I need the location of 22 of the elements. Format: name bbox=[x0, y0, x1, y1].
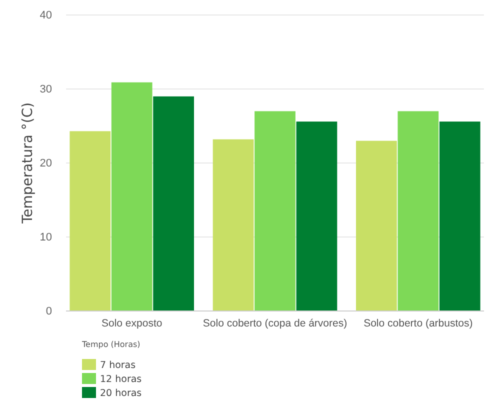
y-tick-label: 40 bbox=[40, 10, 52, 22]
y-tick-label: 30 bbox=[40, 84, 52, 96]
x-tick-label: Solo coberto (arbustos) bbox=[364, 317, 473, 330]
legend-label: 20 horas bbox=[100, 388, 142, 399]
y-tick-label: 10 bbox=[40, 232, 52, 244]
bar bbox=[398, 111, 439, 311]
bar bbox=[356, 140, 397, 311]
y-tick-label: 0 bbox=[46, 306, 52, 318]
y-axis-title: Temperatura °(C) bbox=[20, 102, 36, 225]
x-tick-label: Solo coberto (copa de árvores) bbox=[202, 317, 348, 330]
legend-label: 12 horas bbox=[100, 374, 142, 385]
y-tick-label: 20 bbox=[40, 158, 52, 170]
legend-label: 7 horas bbox=[100, 360, 136, 371]
bar bbox=[153, 96, 194, 311]
bar bbox=[212, 139, 254, 311]
bar bbox=[439, 122, 480, 311]
bar bbox=[70, 131, 111, 311]
bar bbox=[111, 82, 152, 311]
bar bbox=[296, 122, 338, 311]
legend-title: Tempo (Horas) bbox=[81, 340, 140, 349]
x-tick-label: Solo exposto bbox=[101, 317, 162, 330]
bar bbox=[254, 111, 296, 311]
